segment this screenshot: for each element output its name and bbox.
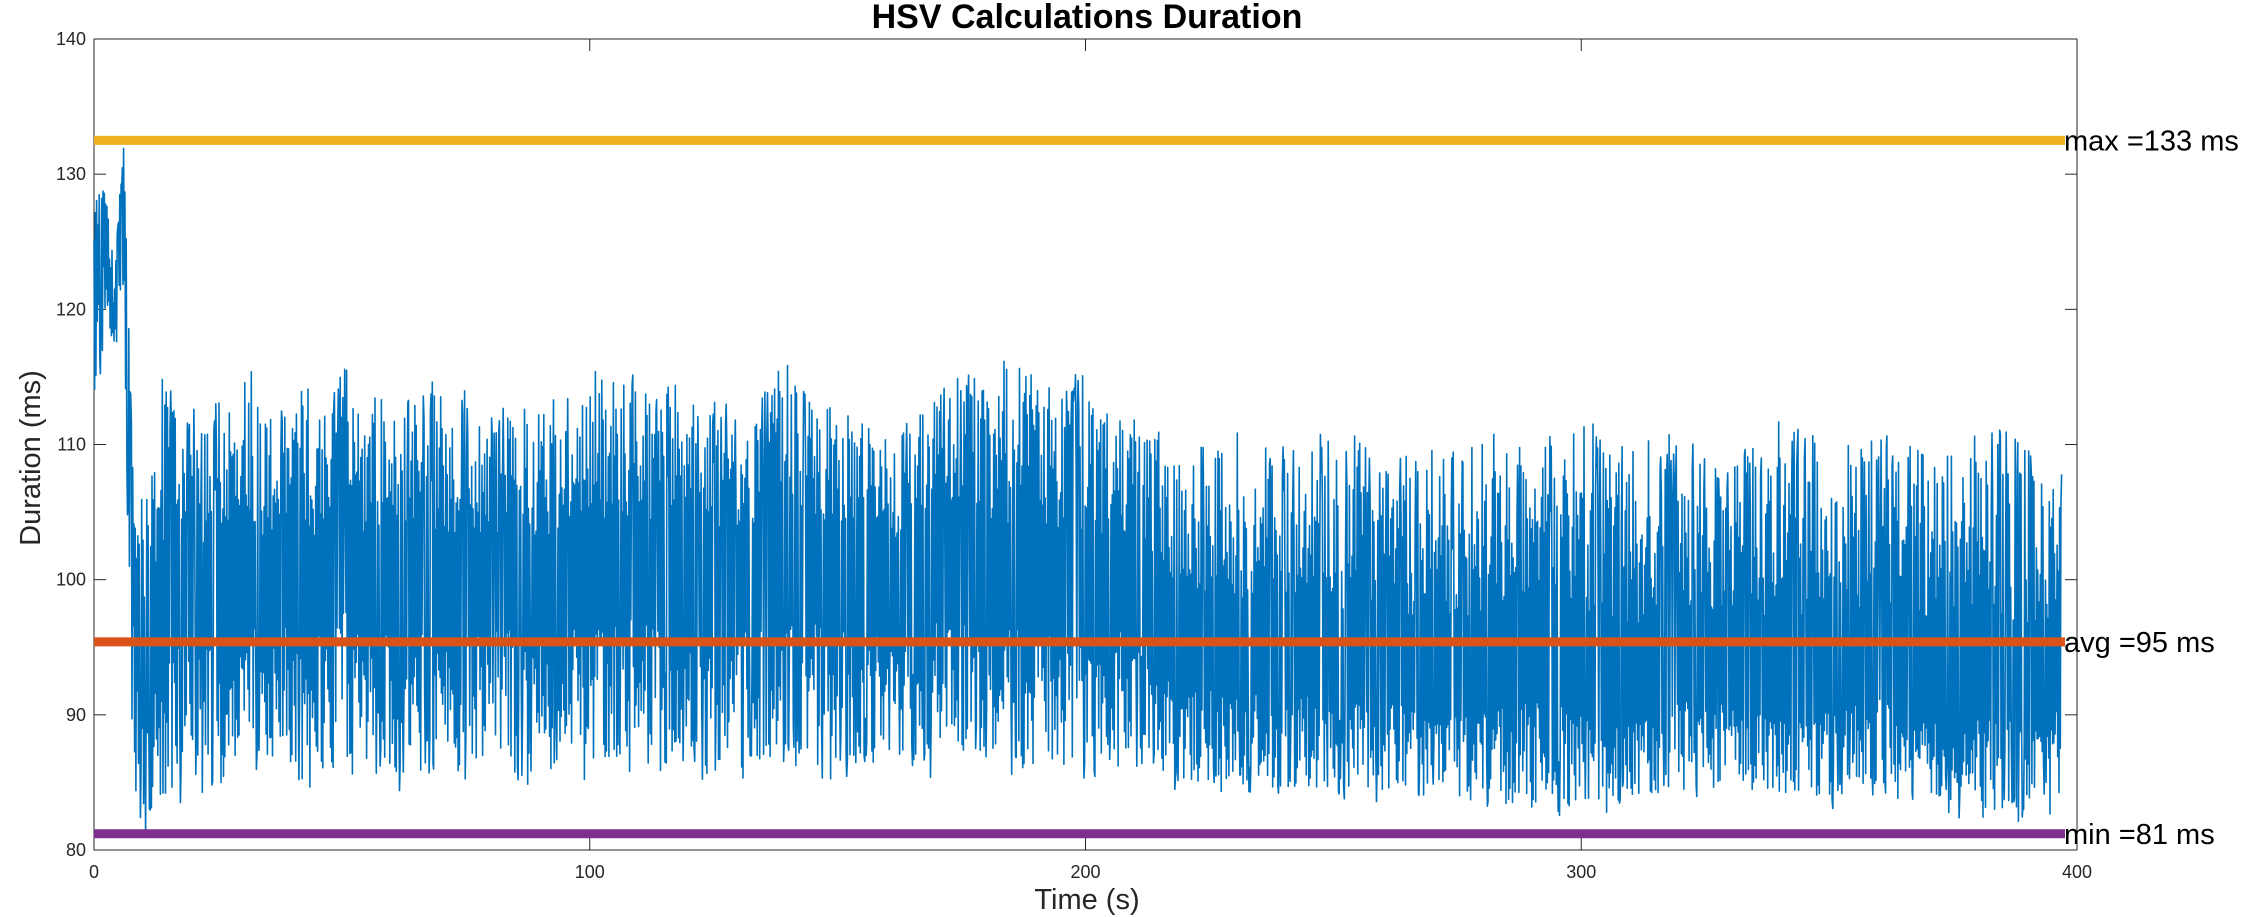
y-tick-label: 130 xyxy=(56,164,86,184)
duration-series-line xyxy=(93,147,2063,833)
y-tick-label: 80 xyxy=(66,840,86,860)
y-tick-label: 90 xyxy=(66,705,86,725)
avg-reference-label: avg =95 ms xyxy=(2064,627,2215,659)
max-reference-label: max =133 ms xyxy=(2064,125,2239,157)
plot-area: 0 100 200 300 400 80 90 100 110 120 130 140 max =133… xyxy=(56,29,2239,882)
x-tick-label: 0 xyxy=(89,862,99,882)
x-axis-label: Time (s) xyxy=(1034,884,1139,916)
x-tick-label: 100 xyxy=(575,862,605,882)
chart-title: HSV Calculations Duration xyxy=(872,0,1303,36)
y-tick-label: 120 xyxy=(56,299,86,319)
y-axis-label: Duration (ms) xyxy=(15,370,47,546)
min-reference-label: min =81 ms xyxy=(2064,819,2215,851)
x-tick-label: 200 xyxy=(1070,862,1100,882)
y-tick-label: 140 xyxy=(56,29,86,49)
x-tick-label: 400 xyxy=(2062,862,2092,882)
y-tick-label: 100 xyxy=(56,570,86,590)
x-tick-label: 300 xyxy=(1566,862,1596,882)
y-tick-label: 110 xyxy=(57,435,86,455)
